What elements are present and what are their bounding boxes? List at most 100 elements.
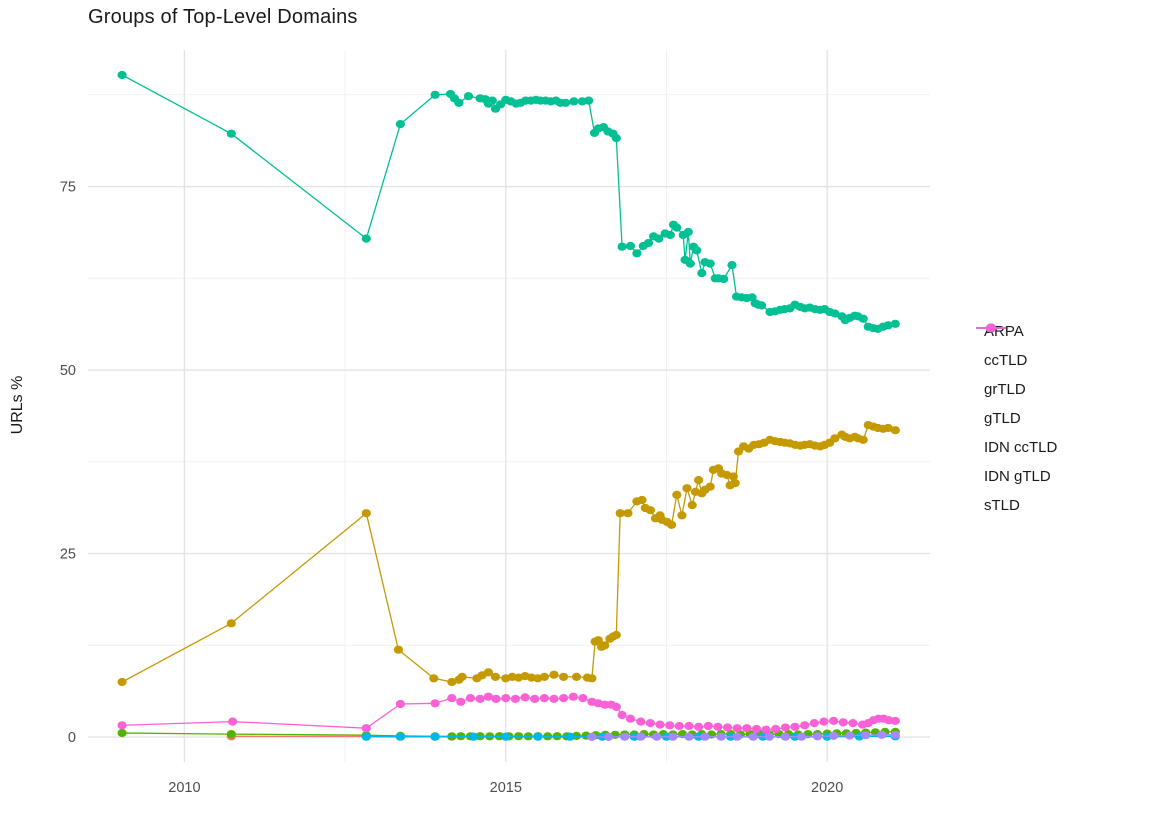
series-point-ccTLD bbox=[677, 511, 687, 520]
series-point-gTLD bbox=[692, 246, 702, 255]
series-point-gTLD bbox=[719, 274, 729, 284]
series-point-IDN-gTLD bbox=[636, 732, 646, 741]
series-point-sTLD bbox=[713, 722, 723, 731]
series-point-ccTLD bbox=[830, 434, 840, 443]
series-point-ccTLD bbox=[429, 674, 439, 683]
series-point-sTLD bbox=[611, 702, 621, 712]
legend-item-cctld: ccTLD bbox=[974, 323, 1057, 371]
y-tick-label: 0 bbox=[68, 730, 76, 746]
series-point-sTLD bbox=[549, 694, 559, 704]
series-point-gTLD bbox=[665, 230, 675, 240]
series-point-ccTLD bbox=[705, 482, 715, 491]
series-point-sTLD bbox=[848, 719, 858, 728]
series-point-sTLD bbox=[395, 699, 405, 709]
legend-item-idn-cctld: IDN ccTLD bbox=[974, 323, 1057, 458]
series-point-sTLD bbox=[722, 723, 733, 732]
series-point-IDN-gTLD bbox=[620, 732, 630, 741]
series-point-sTLD bbox=[501, 694, 511, 703]
legend-label: grTLD bbox=[984, 380, 1026, 398]
x-tick-label: 2010 bbox=[168, 780, 200, 796]
legend-key-dot bbox=[986, 323, 996, 333]
series-point-sTLD bbox=[771, 724, 781, 734]
series-point-sTLD bbox=[732, 724, 742, 733]
series-point-gTLD bbox=[683, 227, 693, 237]
series-point-ccTLD bbox=[593, 636, 603, 645]
series-point-gTLD bbox=[361, 234, 371, 243]
series-point-ccTLD bbox=[490, 672, 501, 682]
series-point-IDN-gTLD bbox=[652, 732, 662, 741]
series-point-gTLD bbox=[830, 309, 840, 318]
series-point-ccTLD bbox=[672, 490, 682, 499]
series-point-sTLD bbox=[568, 692, 578, 701]
legend-label: sTLD bbox=[984, 496, 1020, 514]
series-point-IDN-gTLD bbox=[877, 730, 887, 739]
series-point-gTLD bbox=[584, 96, 594, 105]
series-point-sTLD bbox=[890, 716, 900, 726]
series-point-sTLD bbox=[361, 724, 371, 733]
legend-item-grtld: grTLD bbox=[974, 323, 1057, 400]
series-point-gTLD bbox=[226, 129, 236, 138]
series-point-ccTLD bbox=[559, 672, 569, 682]
series-point-gTLD bbox=[395, 120, 405, 129]
series-point-grTLD bbox=[226, 730, 236, 739]
series-point-sTLD bbox=[800, 721, 810, 730]
series-point-sTLD bbox=[510, 694, 520, 704]
series-point-ccTLD bbox=[393, 645, 403, 654]
series-point-sTLD bbox=[684, 721, 694, 731]
series-point-IDN-gTLD bbox=[764, 732, 774, 741]
legend: ARPA ccTLD grTLD gTLD IDN ccTLD IDN gTLD sTLD bbox=[974, 320, 1057, 516]
series-point-ccTLD bbox=[730, 479, 740, 488]
series-point-IDN-ccTLD bbox=[430, 732, 440, 741]
series-point-gTLD bbox=[617, 242, 627, 251]
legend-label: gTLD bbox=[984, 409, 1021, 427]
series-point-sTLD bbox=[665, 721, 675, 730]
series-point-gTLD bbox=[487, 96, 497, 105]
series-point-sTLD bbox=[483, 692, 493, 701]
series-point-IDN-gTLD bbox=[748, 732, 758, 741]
series-point-ccTLD bbox=[600, 641, 610, 650]
series-point-gTLD bbox=[561, 98, 571, 107]
series-point-gTLD bbox=[883, 321, 893, 330]
legend-key-icon bbox=[976, 323, 1006, 333]
series-point-sTLD bbox=[838, 718, 848, 727]
series-point-sTLD bbox=[559, 694, 569, 703]
series-point-IDN-gTLD bbox=[700, 732, 710, 741]
series-point-gTLD bbox=[672, 223, 682, 232]
series-point-ccTLD bbox=[645, 506, 656, 515]
y-tick-label: 50 bbox=[60, 363, 76, 379]
series-point-IDN-ccTLD bbox=[395, 732, 405, 741]
series-point-sTLD bbox=[447, 694, 457, 703]
series-point-sTLD bbox=[430, 699, 440, 708]
series-point-gTLD bbox=[890, 319, 900, 328]
series-point-sTLD bbox=[491, 694, 501, 704]
series-point-ccTLD bbox=[728, 472, 738, 481]
series-point-sTLD bbox=[751, 724, 762, 734]
y-tick-label: 25 bbox=[60, 547, 76, 563]
legend-item-gtld: gTLD bbox=[974, 323, 1057, 429]
series-point-gTLD bbox=[632, 249, 642, 258]
series-point-ccTLD bbox=[667, 520, 677, 530]
series-point-ccTLD bbox=[483, 668, 493, 677]
legend-item-idn-gtld: IDN gTLD bbox=[974, 323, 1057, 487]
series-point-IDN-gTLD bbox=[829, 731, 839, 741]
series-point-sTLD bbox=[790, 722, 800, 731]
series-point-sTLD bbox=[617, 710, 627, 720]
series-point-gTLD bbox=[697, 269, 707, 278]
series-line-gTLD bbox=[121, 74, 896, 330]
x-tick-label: 2015 bbox=[490, 780, 522, 796]
series-point-sTLD bbox=[465, 694, 475, 703]
series-point-ccTLD bbox=[361, 509, 371, 518]
series-point-sTLD bbox=[600, 700, 610, 709]
series-point-sTLD bbox=[625, 714, 636, 723]
series-point-IDN-gTLD bbox=[732, 732, 742, 741]
series-point-ccTLD bbox=[858, 435, 868, 444]
series-point-sTLD bbox=[761, 725, 771, 734]
series-point-ccTLD bbox=[623, 509, 633, 518]
series-point-sTLD bbox=[636, 717, 646, 726]
series-point-gTLD bbox=[454, 98, 464, 107]
series-point-IDN-gTLD bbox=[861, 731, 871, 740]
series-point-IDN-gTLD bbox=[684, 732, 694, 741]
series-point-gTLD bbox=[625, 241, 636, 251]
series-point-ccTLD bbox=[890, 426, 900, 435]
